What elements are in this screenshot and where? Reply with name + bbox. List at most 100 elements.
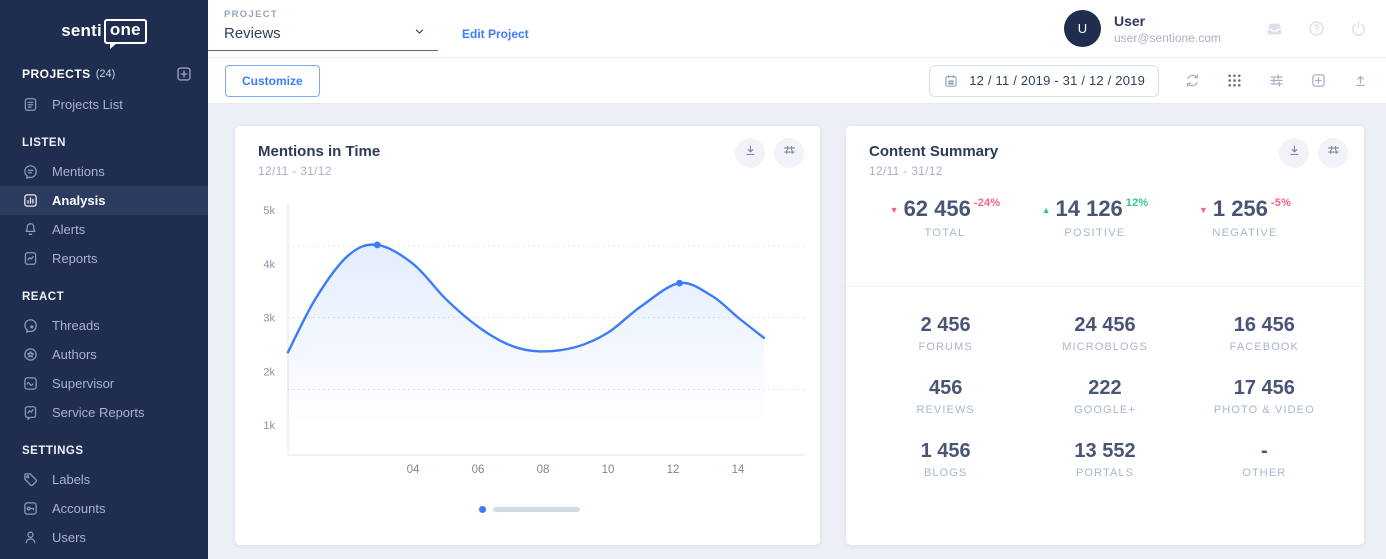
summary-cell-photo-video: 17 456 PHOTO & VIDEO [1185,377,1344,416]
sidebar-item-accounts[interactable]: Accounts [0,494,208,523]
pagination-scrollbar[interactable] [493,507,580,512]
summary-cell-facebook: 16 456 FACEBOOK [1185,314,1344,353]
stat-number: 62 456 [903,196,971,221]
summary-cell-blogs: 1 456 BLOGS [866,440,1025,479]
sliders-button[interactable] [1318,138,1348,168]
alerts-icon [22,221,39,238]
service-reports-icon [22,404,39,421]
svg-text:1k: 1k [263,420,275,432]
cell-label: PORTALS [1075,467,1135,479]
projects-header: PROJECTS (24) [0,65,208,83]
sidebar-item-label: Service Reports [52,404,145,420]
card-actions [1279,138,1348,168]
sidebar-item-reports[interactable]: Reports [0,244,208,273]
svg-text:12: 12 [667,464,680,476]
refresh-icon[interactable] [1184,72,1201,89]
chevron-down-icon [413,25,426,38]
inbox-icon[interactable] [1265,19,1284,38]
add-widget-icon[interactable] [1310,72,1327,89]
svg-text:06: 06 [472,464,485,476]
help-icon[interactable] [1307,19,1326,38]
download-icon [743,143,758,163]
sidebar-item-alerts[interactable]: Alerts [0,215,208,244]
stat-value: ▼ 1 256 -5% [1170,196,1320,222]
svg-text:10: 10 [602,464,615,476]
sidebar-item-threads[interactable]: Threads [0,311,208,340]
projects-count: (24) [95,67,116,80]
sidebar-item-label: Labels [52,471,91,487]
cell-label: GOOGLE+ [1074,404,1136,416]
download-button[interactable] [735,138,765,168]
date-range-value: 12 / 11 / 2019 - 31 / 12 / 2019 [969,73,1145,88]
summary-cell-other: - OTHER [1185,440,1344,479]
toolbar-right: 12 / 11 / 2019 - 31 / 12 / 2019 [929,64,1369,97]
export-icon[interactable] [1352,72,1369,89]
projects-header-label: PROJECTS [22,66,91,81]
power-icon[interactable] [1349,19,1368,38]
calendar-icon [943,73,959,89]
content-summary-card: Content Summary 12/11 - 31/12 ▼ 62 456 -24… [846,126,1364,545]
sidebar-item-service-reports[interactable]: Service Reports [0,398,208,427]
download-button[interactable] [1279,138,1309,168]
sliders-button[interactable] [774,138,804,168]
logo-text: senti [61,21,102,41]
cell-label: FACEBOOK [1229,341,1299,353]
card-date-range: 12/11 - 31/12 [869,164,943,178]
card-actions [735,138,804,168]
accounts-icon [22,500,39,517]
cell-value: 17 456 [1233,377,1295,399]
card-divider [846,286,1364,287]
sidebar-item-users[interactable]: Users [0,523,208,552]
pagination-dot[interactable] [479,506,486,513]
threads-icon [22,317,39,334]
sidebar-item-authors[interactable]: Authors [0,340,208,369]
cell-value: 24 456 [1074,314,1136,336]
sidebar-item-projects-list[interactable]: Projects List [0,90,208,119]
sidebar-item-label: Accounts [52,500,106,516]
svg-text:04: 04 [407,464,420,476]
stat-number: 1 256 [1212,196,1268,221]
stat-label: TOTAL [924,227,966,239]
edit-project-link[interactable]: Edit Project [462,27,529,41]
stat-label: POSITIVE [1064,227,1126,239]
analysis-icon [22,192,39,209]
user-meta: User user@sentione.com [1114,13,1221,45]
date-range-picker[interactable]: 12 / 11 / 2019 - 31 / 12 / 2019 [929,64,1159,97]
sidebar-item-mentions[interactable]: Mentions [0,157,208,186]
cell-value: 13 552 [1074,440,1136,462]
sidebar-item-analysis[interactable]: Analysis [0,185,208,215]
cell-label: MICROBLOGS [1062,341,1148,353]
mentions-in-time-card: Mentions in Time 12/11 - 31/12 5k 4k 3k 2k 1… [235,126,820,545]
project-selector[interactable]: PROJECT Reviews [208,0,438,51]
sidebar-section-react: REACT [22,290,65,303]
user-name: User [1114,12,1146,29]
stat-change: -24% [973,197,1001,209]
user-email: user@sentione.com [1114,30,1221,45]
sidebar-item-supervisor[interactable]: Supervisor [0,369,208,398]
add-project-button[interactable] [175,65,193,83]
sidebar-item-label: Supervisor [52,375,115,391]
grid-icon[interactable] [1226,72,1243,89]
stat-total: ▼ 62 456 -24% TOTAL [870,196,1020,239]
user-menu[interactable]: U User user@sentione.com [1064,10,1221,47]
chart-pagination [479,506,580,513]
topbar: PROJECT Reviews Edit Project U User user… [208,0,1386,58]
stat-negative: ▼ 1 256 -5% NEGATIVE [1170,196,1320,239]
cell-label: OTHER [1242,467,1287,479]
stat-value: ▼ 62 456 -24% [870,196,1020,222]
filters-icon[interactable] [1268,72,1285,89]
add-project-icon [175,67,193,86]
toolbar-icon-group [1184,72,1369,89]
download-icon [1287,143,1302,163]
mentions-line-chart: 5k 4k 3k 2k 1k 04 06 08 10 12 14 [263,204,805,476]
users-icon [22,529,39,546]
sidebar-item-label: Alerts [52,221,86,237]
summary-grid: 2 456 FORUMS 24 456 MICROBLOGS 16 456 FACEBOO… [866,314,1344,479]
sidebar-item-label: Projects List [52,96,123,112]
projects-list-icon [22,96,39,113]
sidebar-item-labels[interactable]: Labels [0,465,208,494]
svg-text:3k: 3k [263,313,275,325]
mentions-icon [22,163,39,180]
stat-label: NEGATIVE [1212,227,1278,239]
customize-button[interactable]: Customize [225,64,320,97]
